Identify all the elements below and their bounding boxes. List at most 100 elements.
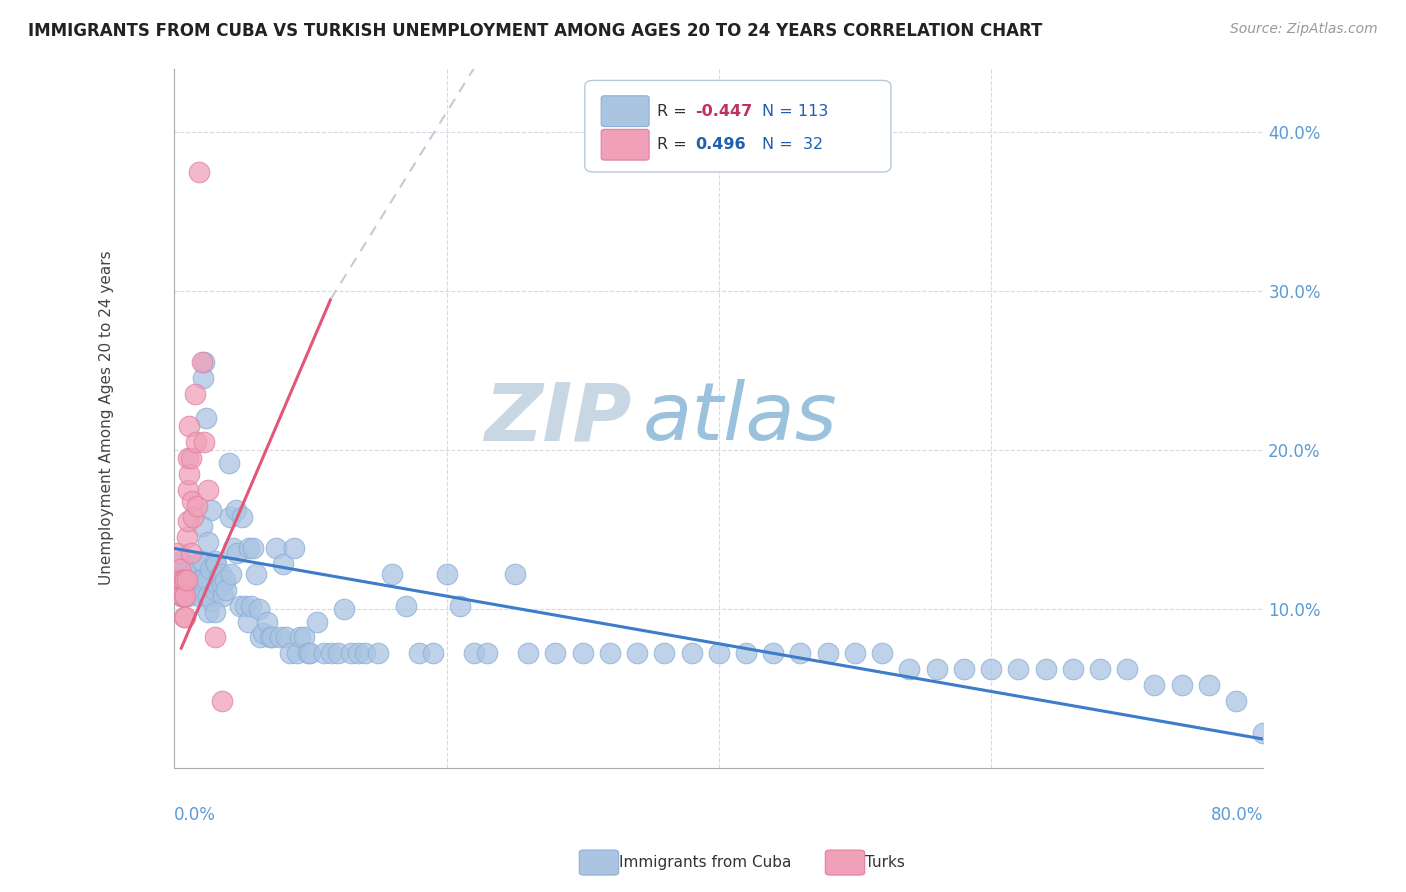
Point: [174, 609, 197, 624]
Point: [354, 646, 377, 660]
Point: [870, 646, 893, 660]
Point: [180, 582, 202, 597]
Text: IMMIGRANTS FROM CUBA VS TURKISH UNEMPLOYMENT AMONG AGES 20 TO 24 YEARS CORRELATI: IMMIGRANTS FROM CUBA VS TURKISH UNEMPLOY…: [28, 22, 1042, 40]
Point: [503, 566, 526, 581]
Point: [172, 589, 194, 603]
Point: [186, 499, 208, 513]
Point: [205, 558, 228, 572]
Point: [259, 631, 281, 645]
Point: [183, 387, 205, 401]
Point: [817, 646, 839, 660]
Point: [219, 509, 242, 524]
Text: N =  32: N = 32: [762, 137, 824, 153]
Point: [1253, 725, 1275, 739]
Point: [347, 646, 370, 660]
Text: atlas: atlas: [643, 379, 838, 457]
Point: [204, 605, 226, 619]
Point: [197, 483, 219, 497]
Text: -0.447: -0.447: [695, 103, 752, 119]
Point: [1116, 662, 1139, 676]
Point: [212, 589, 235, 603]
Point: [172, 573, 194, 587]
Text: Immigrants from Cuba: Immigrants from Cuba: [619, 855, 792, 870]
Point: [184, 558, 207, 572]
Point: [177, 483, 200, 497]
Y-axis label: Unemployment Among Ages 20 to 24 years: Unemployment Among Ages 20 to 24 years: [100, 251, 114, 585]
Point: [201, 594, 224, 608]
FancyBboxPatch shape: [602, 129, 650, 160]
Point: [312, 646, 335, 660]
Text: N = 113: N = 113: [762, 103, 828, 119]
Point: [174, 573, 197, 587]
Point: [181, 493, 204, 508]
Point: [307, 615, 329, 629]
Point: [170, 573, 193, 587]
Point: [980, 662, 1002, 676]
Point: [249, 631, 271, 645]
Point: [1143, 678, 1166, 692]
Point: [238, 541, 260, 556]
Point: [218, 456, 240, 470]
Point: [408, 646, 430, 660]
Point: [422, 646, 444, 660]
Point: [256, 615, 278, 629]
Text: Turks: Turks: [865, 855, 904, 870]
Point: [191, 371, 214, 385]
Point: [197, 589, 219, 603]
Point: [278, 646, 301, 660]
Point: [269, 631, 291, 645]
Point: [187, 165, 209, 179]
Point: [735, 646, 758, 660]
Point: [367, 646, 389, 660]
Point: [288, 631, 311, 645]
Point: [226, 546, 249, 560]
Point: [177, 573, 200, 587]
Point: [211, 578, 233, 592]
Point: [681, 646, 703, 660]
Point: [186, 581, 208, 595]
Point: [179, 467, 201, 481]
Point: [208, 570, 231, 584]
Point: [517, 646, 540, 660]
Point: [176, 530, 198, 544]
Point: [1198, 678, 1220, 692]
Point: [214, 573, 236, 587]
Point: [262, 631, 284, 645]
Point: [340, 646, 363, 660]
Point: [242, 541, 264, 556]
Point: [247, 602, 270, 616]
Point: [193, 434, 215, 449]
Point: [299, 646, 322, 660]
Point: [233, 599, 256, 613]
Text: R =: R =: [657, 103, 692, 119]
Point: [204, 631, 226, 645]
Point: [177, 450, 200, 465]
Point: [177, 589, 200, 603]
Point: [245, 566, 267, 581]
Point: [170, 589, 193, 603]
Point: [326, 646, 349, 660]
Point: [183, 586, 205, 600]
Text: 0.0%: 0.0%: [174, 806, 217, 824]
Point: [190, 554, 212, 568]
Point: [274, 631, 297, 645]
Point: [167, 546, 190, 560]
Point: [285, 646, 308, 660]
Point: [173, 589, 195, 603]
Point: [333, 602, 356, 616]
Point: [174, 589, 197, 603]
Point: [319, 646, 342, 660]
Point: [195, 573, 218, 587]
Point: [762, 646, 785, 660]
Text: Source: ZipAtlas.com: Source: ZipAtlas.com: [1230, 22, 1378, 37]
Point: [211, 694, 233, 708]
Point: [177, 515, 200, 529]
Point: [169, 562, 191, 576]
Point: [544, 646, 567, 660]
Point: [176, 573, 198, 587]
Point: [1035, 662, 1057, 676]
Point: [1225, 694, 1247, 708]
Point: [463, 646, 485, 660]
Point: [207, 578, 229, 592]
Point: [477, 646, 499, 660]
